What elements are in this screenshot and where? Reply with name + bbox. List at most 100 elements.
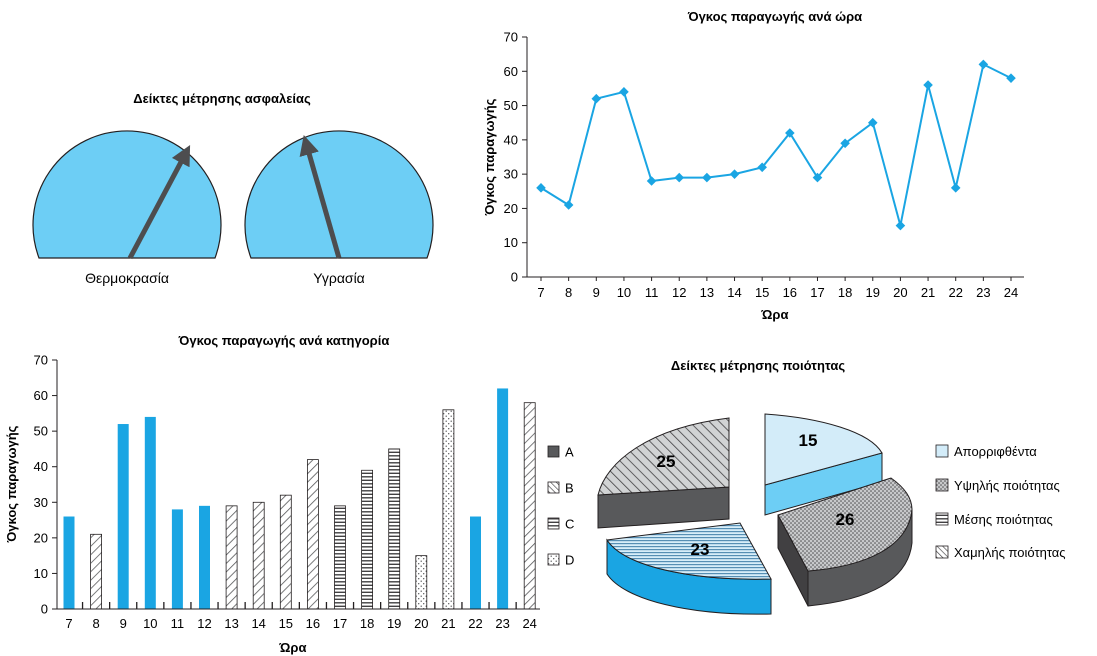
bar-x-tick-label: 7 <box>65 616 72 631</box>
bar-7 <box>63 516 75 609</box>
line-point <box>895 220 906 231</box>
line-x-tick-label: 20 <box>893 285 907 300</box>
pie-label-rejected: 15 <box>799 431 818 450</box>
line-x-tick-label: 24 <box>1004 285 1018 300</box>
line-x-tick-label: 22 <box>948 285 962 300</box>
bar-14 <box>252 501 265 610</box>
bar-chart-ticks: 0 10 20 30 40 50 60 70 7 8 9 10 11 12 13 14 15 16 17 18 19 20… <box>34 353 537 632</box>
pie-legend-label-medium-quality: Μέσης ποιότητας <box>954 512 1053 527</box>
bar-12 <box>199 505 210 609</box>
line-y-tick-label: 50 <box>504 98 518 113</box>
pie-label-medium-quality: 23 <box>691 540 710 559</box>
bar-x-tick-label: 20 <box>414 616 428 631</box>
gauge-humidity-dial <box>244 130 434 259</box>
gauge-temperature-needle <box>127 144 191 260</box>
bar-legend-swatch-B <box>547 481 560 494</box>
bar-x-tick-label: 8 <box>92 616 99 631</box>
line-x-tick-label: 19 <box>866 285 880 300</box>
bar-17 <box>334 505 346 610</box>
bar-legend-label-A: A <box>565 445 574 460</box>
bar-x-tick-label: 21 <box>441 616 455 631</box>
line-chart-ticks: 0 10 20 30 40 50 60 70 7 8 9 10 11 12 13 14 15 16 17 18 19 20… <box>504 30 1019 301</box>
line-x-tick-label: 23 <box>976 285 990 300</box>
bar-legend-swatch-D <box>547 553 560 566</box>
bar-legend-label-C: C <box>565 517 574 532</box>
bar-y-tick-label: 0 <box>41 602 48 617</box>
line-x-tick-label: 14 <box>727 285 741 300</box>
bar-chart-y-axis-label: Όγκος παραγωγής <box>4 425 19 543</box>
bar-legend-swatch-A <box>547 445 560 458</box>
gauge-humidity-needle <box>299 134 342 259</box>
line-point <box>950 183 961 193</box>
bar-y-tick-label: 40 <box>34 459 48 474</box>
line-point <box>563 200 574 210</box>
pie-slice-high-quality <box>777 477 913 607</box>
line-x-tick-label: 18 <box>838 285 852 300</box>
line-x-tick-label: 7 <box>537 285 544 300</box>
line-x-tick-label: 9 <box>593 285 600 300</box>
line-chart-title: Όγκος παραγωγής ανά ώρα <box>687 9 862 24</box>
line-point <box>978 59 989 70</box>
bar-21 <box>442 409 455 610</box>
bar-20 <box>415 555 428 610</box>
line-chart: Όγκος παραγωγής ανά ώρα Όγκος παραγωγής … <box>482 9 1024 322</box>
bar-22 <box>470 516 481 609</box>
line-point <box>1006 73 1016 83</box>
line-point <box>923 80 933 90</box>
bar-chart-title: Όγκος παραγωγής ανά κατηγορία <box>178 333 390 348</box>
line-point <box>812 172 823 183</box>
line-x-tick-label: 13 <box>700 285 714 300</box>
pie-label-low-quality: 25 <box>657 452 676 471</box>
pie-slice-low-quality <box>597 417 730 529</box>
pie-legend-swatch-high-quality <box>935 478 949 492</box>
bar-x-tick-label: 24 <box>522 616 536 631</box>
line-series <box>540 62 1012 226</box>
line-y-tick-label: 70 <box>504 30 518 45</box>
line-y-tick-label: 30 <box>504 167 518 182</box>
gauge-humidity-label: Υγρασία <box>313 270 365 286</box>
bar-y-tick-label: 30 <box>34 495 48 510</box>
bar-chart: Όγκος παραγωγής ανά κατηγορία Όγκος παρα… <box>4 333 574 655</box>
line-point <box>536 183 546 193</box>
line-markers <box>536 59 1016 231</box>
line-point <box>674 172 685 183</box>
bar-x-tick-label: 18 <box>360 616 374 631</box>
pie-legend-label-low-quality: Χαμηλής ποιότητας <box>954 545 1066 560</box>
gauge-temperature-label: Θερμοκρασία <box>85 270 169 286</box>
bar-23 <box>497 388 509 609</box>
line-y-tick-label: 10 <box>504 235 518 250</box>
line-point <box>702 172 712 183</box>
bar-legend-label-B: B <box>565 481 574 496</box>
line-x-tick-label: 17 <box>810 285 824 300</box>
bar-chart-x-axis-label: Ώρα <box>279 640 307 655</box>
line-chart-x-axis-label: Ώρα <box>761 307 789 322</box>
gauge-chart-title: Δείκτες μέτρησης ασφαλείας <box>133 91 311 106</box>
pie-label-high-quality: 26 <box>836 510 855 529</box>
line-point <box>757 162 767 173</box>
pie-legend-swatch-medium-quality <box>935 512 949 526</box>
line-chart-y-axis-label: Όγκος παραγωγής <box>482 98 497 216</box>
bar-18 <box>361 469 374 610</box>
bar-x-tick-label: 23 <box>495 616 509 631</box>
bar-x-tick-label: 11 <box>171 616 185 631</box>
pie-legend-swatch-low-quality <box>935 545 949 559</box>
line-y-tick-label: 40 <box>504 132 518 147</box>
bar-15 <box>279 494 292 610</box>
gauge-temperature-dial <box>32 130 222 259</box>
line-point <box>729 169 740 179</box>
bar-10 <box>144 416 156 609</box>
bar-y-tick-label: 70 <box>34 353 48 368</box>
bar-chart-legend: A B C D <box>547 445 574 568</box>
line-point <box>867 117 878 128</box>
bar-legend-swatch-C <box>547 517 560 530</box>
pie-chart: Δείκτες μέτρησης ποιότητας 25 15 26 23 Α <box>597 358 1066 615</box>
bar-x-tick-label: 17 <box>333 616 347 631</box>
pie-chart-title: Δείκτες μέτρησης ποιότητας <box>671 358 845 373</box>
gauge-temperature: Θερμοκρασία <box>32 130 222 286</box>
bar-x-tick-label: 14 <box>251 616 265 631</box>
line-x-tick-label: 16 <box>783 285 797 300</box>
bar-chart-bars <box>63 388 536 610</box>
bar-x-tick-label: 19 <box>387 616 401 631</box>
bar-x-tick-label: 15 <box>279 616 293 631</box>
